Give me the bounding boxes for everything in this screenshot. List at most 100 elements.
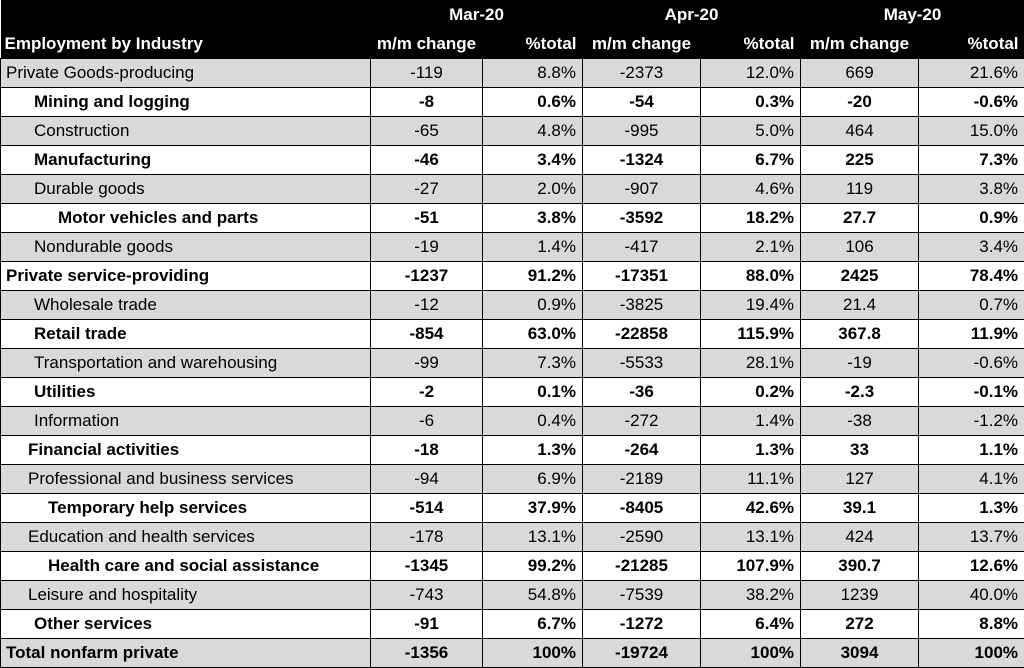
cell-may-pct: 0.9% bbox=[919, 204, 1024, 233]
table-row: Mining and logging -8 0.6% -54 0.3% -20 … bbox=[1, 88, 1024, 117]
cell-mar-pct: 2.0% bbox=[483, 175, 583, 204]
table-row: Manufacturing -46 3.4% -1324 6.7% 225 7.… bbox=[1, 146, 1024, 175]
column-header-mar-change: m/m change bbox=[371, 30, 483, 59]
cell-mar-change: -8 bbox=[371, 88, 483, 117]
row-label: Retail trade bbox=[1, 320, 371, 349]
cell-mar-change: -12 bbox=[371, 291, 483, 320]
cell-apr-pct: 28.1% bbox=[701, 349, 801, 378]
cell-may-pct: 8.8% bbox=[919, 610, 1024, 639]
cell-may-change: -20 bbox=[801, 88, 919, 117]
cell-may-change: 127 bbox=[801, 465, 919, 494]
cell-mar-change: -91 bbox=[371, 610, 483, 639]
cell-apr-pct: 38.2% bbox=[701, 581, 801, 610]
cell-apr-change: -5533 bbox=[583, 349, 701, 378]
cell-apr-pct: 6.4% bbox=[701, 610, 801, 639]
cell-may-change: 39.1 bbox=[801, 494, 919, 523]
cell-mar-change: -854 bbox=[371, 320, 483, 349]
cell-may-pct: 1.3% bbox=[919, 494, 1024, 523]
cell-mar-pct: 99.2% bbox=[483, 552, 583, 581]
cell-may-change: 390.7 bbox=[801, 552, 919, 581]
month-header-row: Mar-20 Apr-20 May-20 bbox=[1, 0, 1024, 30]
cell-apr-pct: 1.4% bbox=[701, 407, 801, 436]
cell-may-pct: 3.8% bbox=[919, 175, 1024, 204]
month-header-apr: Apr-20 bbox=[583, 0, 801, 30]
cell-mar-change: -743 bbox=[371, 581, 483, 610]
cell-may-pct: 1.1% bbox=[919, 436, 1024, 465]
cell-mar-change: -2 bbox=[371, 378, 483, 407]
cell-may-pct: 15.0% bbox=[919, 117, 1024, 146]
cell-apr-pct: 100% bbox=[701, 639, 801, 668]
table-row: Financial activities -18 1.3% -264 1.3% … bbox=[1, 436, 1024, 465]
cell-mar-pct: 3.4% bbox=[483, 146, 583, 175]
cell-may-pct: 7.3% bbox=[919, 146, 1024, 175]
row-label: Transportation and warehousing bbox=[1, 349, 371, 378]
column-header-may-change: m/m change bbox=[801, 30, 919, 59]
cell-mar-pct: 0.4% bbox=[483, 407, 583, 436]
cell-mar-pct: 8.8% bbox=[483, 59, 583, 88]
cell-mar-change: -46 bbox=[371, 146, 483, 175]
row-label: Motor vehicles and parts bbox=[1, 204, 371, 233]
table-row: Motor vehicles and parts -51 3.8% -3592 … bbox=[1, 204, 1024, 233]
column-header-may-pct: %total bbox=[919, 30, 1024, 59]
cell-mar-pct: 63.0% bbox=[483, 320, 583, 349]
cell-apr-change: -22858 bbox=[583, 320, 701, 349]
month-header-mar: Mar-20 bbox=[371, 0, 583, 30]
cell-apr-pct: 5.0% bbox=[701, 117, 801, 146]
row-label: Professional and business services bbox=[1, 465, 371, 494]
cell-apr-change: -3825 bbox=[583, 291, 701, 320]
table-row: Temporary help services -514 37.9% -8405… bbox=[1, 494, 1024, 523]
row-label: Other services bbox=[1, 610, 371, 639]
table-row: Construction -65 4.8% -995 5.0% 464 15.0… bbox=[1, 117, 1024, 146]
row-label: Private service-providing bbox=[1, 262, 371, 291]
cell-may-change: 119 bbox=[801, 175, 919, 204]
cell-mar-change: -119 bbox=[371, 59, 483, 88]
cell-mar-pct: 13.1% bbox=[483, 523, 583, 552]
cell-mar-change: -99 bbox=[371, 349, 483, 378]
cell-may-change: 3094 bbox=[801, 639, 919, 668]
cell-mar-pct: 0.9% bbox=[483, 291, 583, 320]
table-row: Professional and business services -94 6… bbox=[1, 465, 1024, 494]
cell-apr-change: -8405 bbox=[583, 494, 701, 523]
row-label: Total nonfarm private bbox=[1, 639, 371, 668]
cell-mar-pct: 37.9% bbox=[483, 494, 583, 523]
table-row: Private service-providing -1237 91.2% -1… bbox=[1, 262, 1024, 291]
table-row: Education and health services -178 13.1%… bbox=[1, 523, 1024, 552]
row-label: Construction bbox=[1, 117, 371, 146]
cell-mar-change: -1356 bbox=[371, 639, 483, 668]
cell-apr-pct: 1.3% bbox=[701, 436, 801, 465]
cell-may-change: 21.4 bbox=[801, 291, 919, 320]
cell-apr-pct: 12.0% bbox=[701, 59, 801, 88]
cell-may-change: 669 bbox=[801, 59, 919, 88]
cell-apr-change: -272 bbox=[583, 407, 701, 436]
cell-apr-change: -1272 bbox=[583, 610, 701, 639]
cell-may-change: 272 bbox=[801, 610, 919, 639]
cell-apr-change: -3592 bbox=[583, 204, 701, 233]
cell-may-change: 1239 bbox=[801, 581, 919, 610]
cell-apr-pct: 42.6% bbox=[701, 494, 801, 523]
table-row: Nondurable goods -19 1.4% -417 2.1% 106 … bbox=[1, 233, 1024, 262]
cell-apr-pct: 2.1% bbox=[701, 233, 801, 262]
table-row: Utilities -2 0.1% -36 0.2% -2.3 -0.1% bbox=[1, 378, 1024, 407]
cell-may-pct: 4.1% bbox=[919, 465, 1024, 494]
row-label: Utilities bbox=[1, 378, 371, 407]
row-label: Information bbox=[1, 407, 371, 436]
cell-may-pct: 100% bbox=[919, 639, 1024, 668]
cell-may-pct: 11.9% bbox=[919, 320, 1024, 349]
cell-mar-change: -19 bbox=[371, 233, 483, 262]
cell-may-change: 106 bbox=[801, 233, 919, 262]
cell-apr-change: -36 bbox=[583, 378, 701, 407]
table-row: Retail trade -854 63.0% -22858 115.9% 36… bbox=[1, 320, 1024, 349]
table-row: Durable goods -27 2.0% -907 4.6% 119 3.8… bbox=[1, 175, 1024, 204]
cell-apr-pct: 115.9% bbox=[701, 320, 801, 349]
cell-may-change: -38 bbox=[801, 407, 919, 436]
cell-mar-pct: 1.3% bbox=[483, 436, 583, 465]
cell-apr-change: -2590 bbox=[583, 523, 701, 552]
table-row: Wholesale trade -12 0.9% -3825 19.4% 21.… bbox=[1, 291, 1024, 320]
row-label: Education and health services bbox=[1, 523, 371, 552]
column-header-row: Employment by Industry m/m change %total… bbox=[1, 30, 1024, 59]
cell-may-pct: -0.1% bbox=[919, 378, 1024, 407]
cell-may-change: 225 bbox=[801, 146, 919, 175]
row-label: Health care and social assistance bbox=[1, 552, 371, 581]
cell-may-pct: 0.7% bbox=[919, 291, 1024, 320]
